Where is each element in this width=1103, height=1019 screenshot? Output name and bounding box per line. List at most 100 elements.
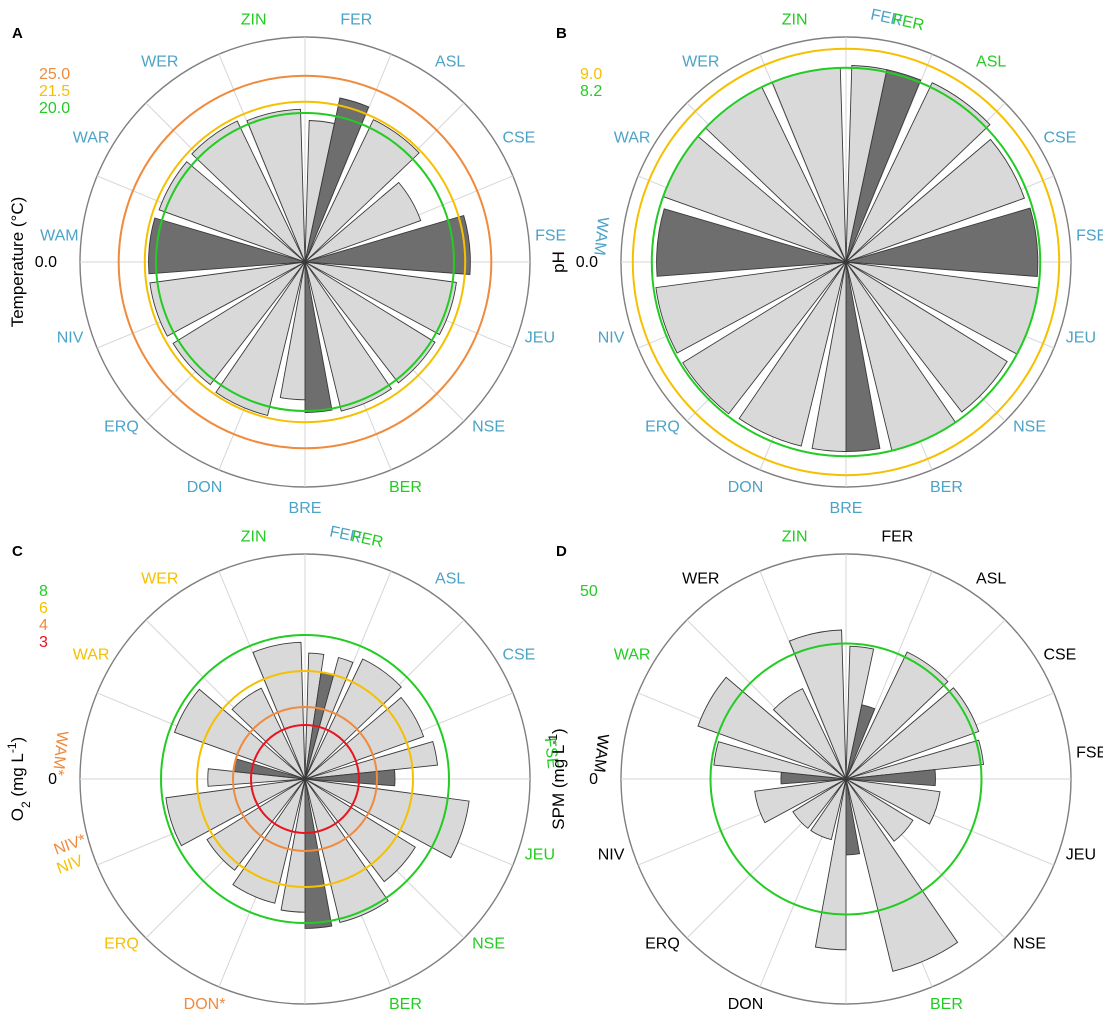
axis-title: O2 (mg L-1) bbox=[5, 737, 33, 821]
bar-cse bbox=[845, 687, 980, 780]
threshold-label: 9.0 bbox=[580, 66, 602, 83]
category-label: FER bbox=[350, 528, 385, 551]
bar-fse bbox=[304, 741, 438, 780]
bar-ber bbox=[304, 261, 393, 412]
bar-niv bbox=[149, 261, 306, 337]
bar-niv bbox=[165, 778, 306, 847]
polar-panel-A: A FER ASL CSE FSE JEU NSE BER BRE DON ERQ NIV WAM WAR… bbox=[8, 12, 566, 518]
category-label: WAM* bbox=[49, 730, 71, 776]
bar-fse bbox=[845, 739, 984, 780]
bar-war bbox=[158, 161, 306, 263]
category-label: FSE bbox=[541, 737, 561, 770]
category-label: FSE bbox=[1076, 227, 1103, 244]
threshold-label: 3 bbox=[39, 634, 48, 651]
bar-wam bbox=[656, 208, 847, 277]
bar-bre bbox=[814, 778, 847, 951]
threshold-label: 21.5 bbox=[39, 83, 70, 100]
axis-title: pH bbox=[549, 251, 568, 273]
bar-fse bbox=[304, 214, 471, 275]
category-label: WER bbox=[141, 53, 178, 70]
category-label: WAM bbox=[590, 733, 611, 773]
category-label: JEU bbox=[525, 330, 555, 347]
threshold-label: 6 bbox=[39, 600, 48, 617]
bar-don bbox=[810, 778, 847, 841]
polar-panel-C: CFERFERASLCSEFSEJEUNSEBERBREDON*ERQNIV*N… bbox=[5, 523, 561, 1019]
category-label: ZIN bbox=[782, 12, 808, 29]
bar-erq bbox=[682, 261, 847, 415]
bar-jeu bbox=[304, 261, 457, 336]
bar-fse bbox=[845, 769, 936, 787]
category-label: BER bbox=[389, 479, 422, 496]
category-label: CSE bbox=[1043, 647, 1076, 664]
category-label: DON bbox=[728, 479, 764, 496]
category-label: WAR bbox=[73, 130, 110, 147]
axis-min-label: 0 bbox=[589, 771, 598, 788]
bar-wam bbox=[713, 741, 847, 780]
bar-erq bbox=[206, 778, 306, 871]
bar-erq bbox=[792, 778, 847, 829]
threshold-ring bbox=[250, 724, 360, 834]
panel-tag: C bbox=[12, 543, 23, 560]
category-label: BER bbox=[930, 479, 963, 496]
axis-min-label: 0.0 bbox=[576, 254, 598, 271]
panel-tag: D bbox=[556, 543, 567, 560]
category-label: JEU bbox=[525, 847, 555, 864]
category-label: FER bbox=[881, 529, 913, 546]
threshold-label: 4 bbox=[39, 617, 48, 634]
bar-ber bbox=[845, 778, 959, 972]
bar-bre bbox=[279, 261, 306, 401]
threshold-label: 50 bbox=[580, 583, 598, 600]
category-label: ZIN bbox=[241, 12, 267, 29]
bar-erq bbox=[172, 261, 306, 386]
bar-wer bbox=[772, 687, 847, 780]
category-label: BER bbox=[389, 996, 422, 1013]
threshold-ring bbox=[155, 112, 455, 412]
category-label: NIV bbox=[598, 847, 625, 864]
threshold-ring bbox=[232, 706, 378, 852]
category-label: BRE bbox=[289, 1017, 322, 1019]
category-label: NSE bbox=[1013, 935, 1046, 952]
category-label: ASL bbox=[976, 570, 1006, 587]
bar-fer bbox=[304, 97, 370, 263]
category-label: ERQ bbox=[645, 935, 680, 952]
bar-don bbox=[215, 261, 306, 417]
threshold-label: 8.2 bbox=[580, 83, 602, 100]
threshold-ring bbox=[631, 47, 1061, 477]
category-label: WER bbox=[682, 570, 719, 587]
bar-niv bbox=[754, 778, 847, 824]
bar-bre bbox=[304, 778, 333, 929]
bar-jeu bbox=[304, 778, 470, 859]
category-label: ZIN bbox=[782, 529, 808, 546]
threshold-ring bbox=[196, 670, 414, 888]
bar-fer bbox=[304, 656, 354, 780]
axis-min-label: 0.0 bbox=[35, 254, 57, 271]
threshold-ring bbox=[160, 634, 450, 924]
bar-cse bbox=[845, 138, 1025, 263]
category-label: NSE bbox=[472, 935, 505, 952]
bar-fse bbox=[304, 769, 396, 787]
threshold-ring bbox=[650, 66, 1042, 458]
category-label: NIV* bbox=[52, 831, 89, 858]
category-label: NSE bbox=[472, 418, 505, 435]
category-label: CSE bbox=[502, 647, 535, 664]
bar-wer bbox=[191, 120, 306, 263]
bar-nse bbox=[304, 778, 416, 883]
category-label: DON bbox=[728, 996, 764, 1013]
threshold-label: 20.0 bbox=[39, 100, 70, 117]
category-label: FER bbox=[891, 11, 926, 34]
category-label: JEU bbox=[1066, 330, 1096, 347]
category-label: ERQ bbox=[104, 935, 139, 952]
category-label: WER bbox=[682, 53, 719, 70]
category-label: DON bbox=[187, 479, 223, 496]
bar-war bbox=[173, 688, 306, 780]
category-label: ZIN bbox=[241, 529, 267, 546]
bar-don bbox=[738, 261, 847, 447]
bar-asl bbox=[845, 651, 949, 780]
polar-panel-D: D FER ASL CSE FSE JEU NSE BER BRE DON ERQ NIV WAM WAR… bbox=[546, 529, 1103, 1019]
bar-zin bbox=[252, 641, 306, 780]
category-label: FER bbox=[328, 523, 363, 546]
category-label: BRE bbox=[289, 500, 322, 517]
axis-title: SPM (mg L-1) bbox=[546, 728, 568, 829]
bar-nse bbox=[845, 261, 1008, 413]
